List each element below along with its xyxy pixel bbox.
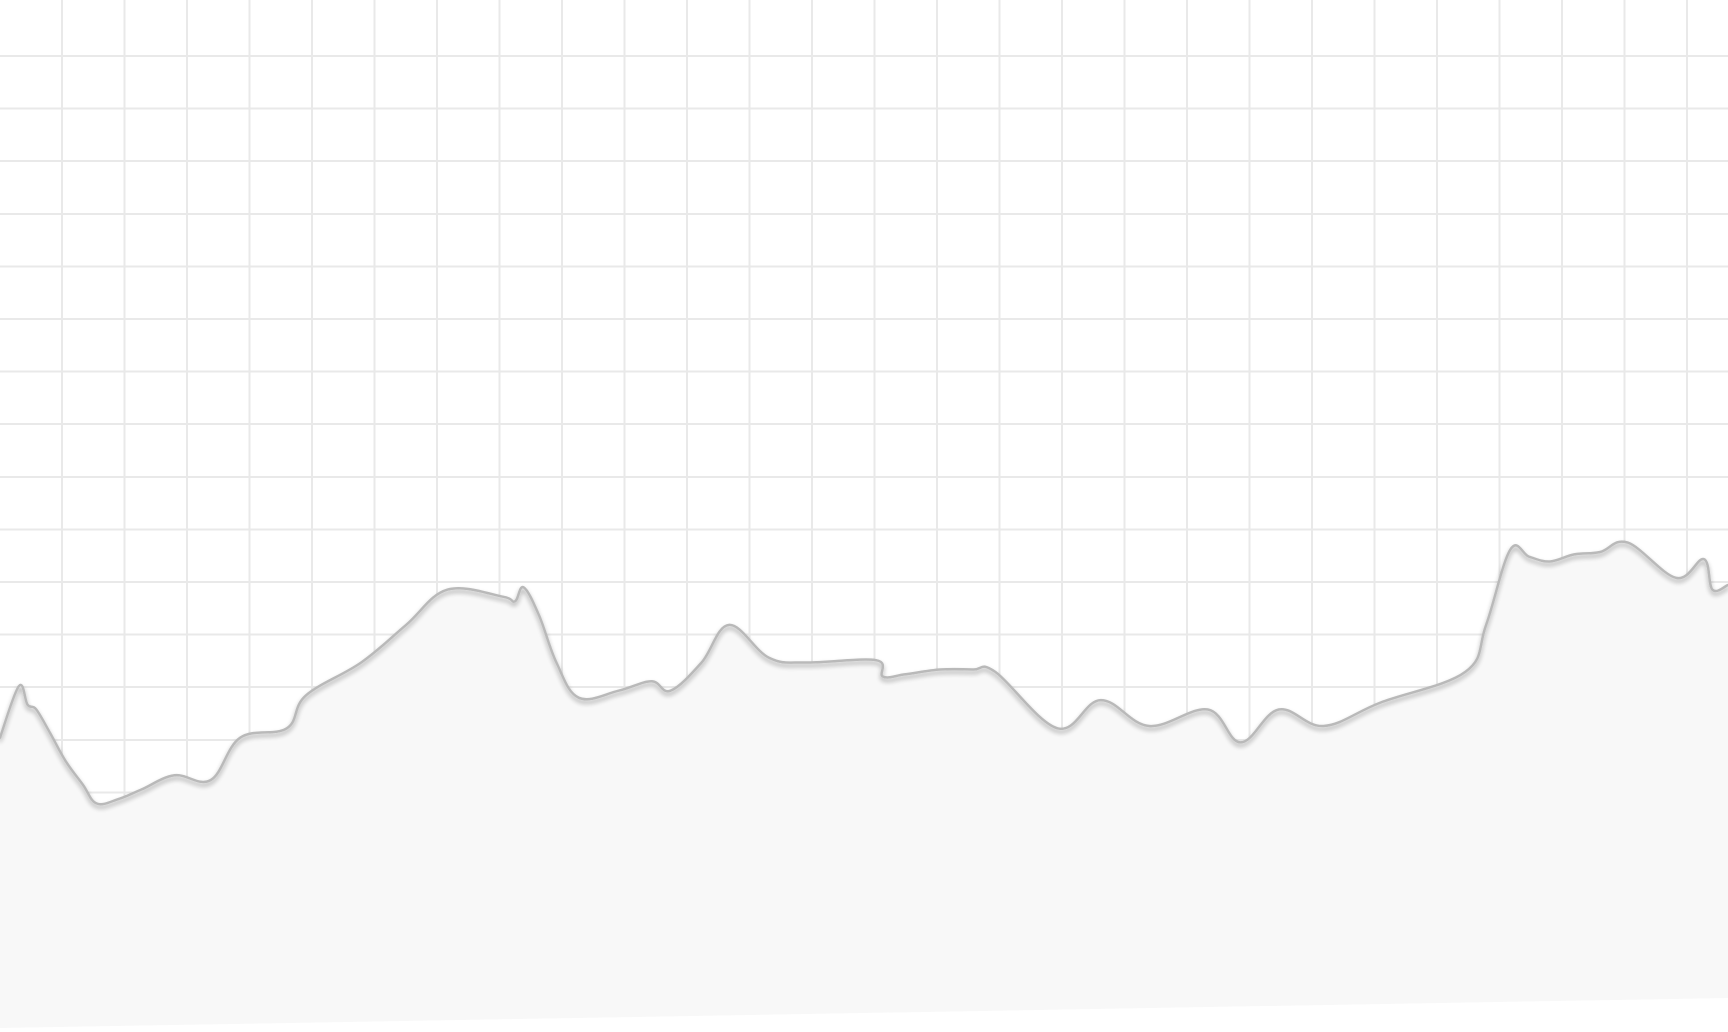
area-fill: [0, 541, 1728, 1028]
series-line: [0, 540, 1728, 806]
